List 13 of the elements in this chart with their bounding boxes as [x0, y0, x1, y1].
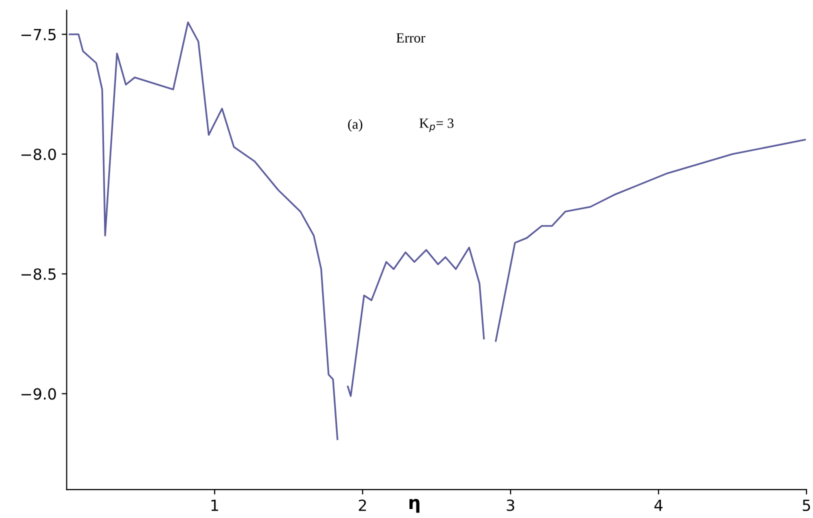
x-tick-label: 5 — [802, 500, 810, 512]
annotation: K$_{p}$= 3 — [419, 118, 454, 132]
x-tick-label: 4 — [654, 500, 663, 511]
y-tick-label: −7.5 — [21, 28, 56, 40]
y-tick-label: −8.5 — [21, 268, 56, 280]
x-tick-label: 1 — [211, 500, 218, 511]
x-tick-label: 2 — [358, 500, 366, 511]
annotation: (a) — [348, 119, 362, 132]
y-tick-label: −8.0 — [21, 148, 56, 160]
annotation: Error — [396, 33, 426, 43]
x-tick-label: 3 — [506, 500, 514, 512]
y-tick-label: −9.0 — [21, 388, 56, 400]
x-axis-title: η — [409, 498, 420, 513]
